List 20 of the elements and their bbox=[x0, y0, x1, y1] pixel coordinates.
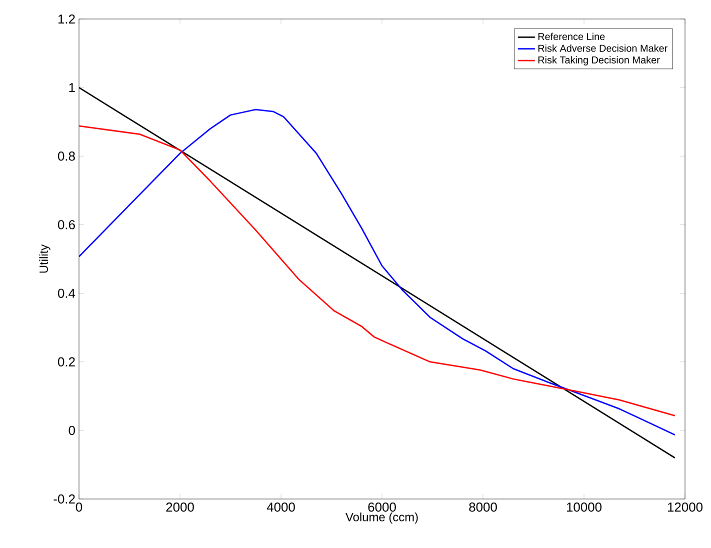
y-tick-label: 0.4 bbox=[58, 288, 76, 298]
x-tick-label: 2000 bbox=[166, 502, 194, 512]
y-tick-label: -0.2 bbox=[54, 494, 75, 504]
x-tick-label: 8000 bbox=[469, 502, 497, 512]
y-axis-title: Utility bbox=[39, 244, 50, 273]
y-tick-label: 0.8 bbox=[58, 152, 75, 161]
legend-label: Risk Adverse Decision Maker bbox=[538, 44, 668, 52]
y-tick-label: 1.2 bbox=[58, 14, 75, 24]
x-axis-title: Volume (ccm) bbox=[346, 512, 418, 524]
x-tick-label: 10000 bbox=[566, 502, 602, 512]
y-tick-label: 1 bbox=[69, 83, 75, 92]
y-tick-label: 0.2 bbox=[58, 357, 75, 366]
x-tick-label: 12000 bbox=[668, 502, 703, 512]
x-tick-label: 6000 bbox=[368, 502, 396, 512]
y-tick-label: 0.6 bbox=[58, 220, 75, 230]
y-tick-label: 0 bbox=[68, 426, 75, 436]
legend-label: Risk Taking Decision Maker bbox=[538, 56, 660, 66]
x-tick-label: 0 bbox=[76, 502, 82, 512]
legend-label: Reference Line bbox=[538, 32, 605, 40]
x-tick-label: 4000 bbox=[266, 502, 295, 512]
